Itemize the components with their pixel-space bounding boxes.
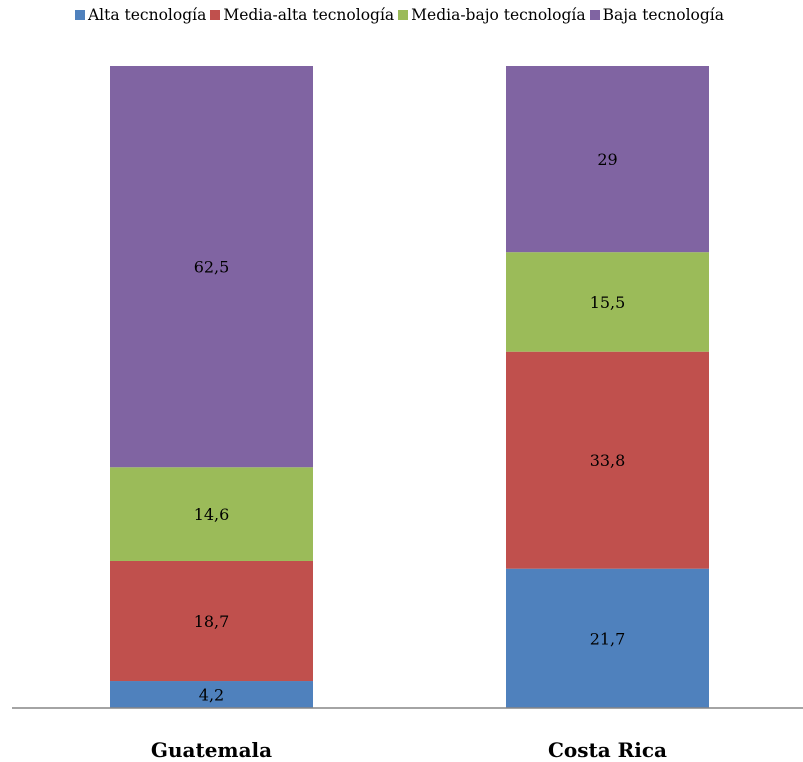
category-label-guatemala: Guatemala (151, 738, 272, 762)
legend-swatch (210, 10, 221, 20)
data-label-costa-rica-alta-tecnologia: 21,7 (590, 629, 626, 648)
bar-segment-costa-rica-media-bajo-tecnologia (506, 252, 709, 352)
data-label-guatemala-baja-tecnologia: 62,5 (194, 258, 230, 277)
legend-item-media-bajo-tecnologia: Media-bajo tecnología (398, 6, 586, 24)
bars-group (110, 66, 709, 708)
category-labels-group: Guatemala Costa Rica (151, 738, 667, 762)
legend-label: Media-bajo tecnología (411, 6, 586, 24)
category-label-costa-rica: Costa Rica (548, 738, 667, 762)
legend-label: Alta tecnología (87, 6, 207, 24)
legend: Alta tecnología Media-alta tecnología Medi… (0, 6, 803, 24)
bar-segment-costa-rica-alta-tecnologia (506, 568, 709, 708)
data-labels-group: 4,2 18,7 14,6 62,5 21,7 33,8 15,5 29 (194, 150, 626, 704)
data-label-guatemala-media-bajo-tecnologia: 14,6 (194, 505, 230, 524)
bar-segment-guatemala-media-bajo-tecnologia (110, 467, 313, 561)
data-label-costa-rica-baja-tecnologia: 29 (597, 150, 617, 169)
bar-segment-costa-rica-media-alta-tecnologia (506, 351, 709, 569)
data-label-guatemala-alta-tecnologia: 4,2 (199, 686, 224, 705)
legend-item-alta-tecnologia: Alta tecnología (74, 6, 207, 24)
bar-segment-guatemala-alta-tecnologia (110, 681, 313, 708)
legend-swatch (398, 10, 409, 20)
data-label-guatemala-media-alta-tecnologia: 18,7 (194, 612, 230, 631)
bar-segment-guatemala-media-alta-tecnologia (110, 560, 313, 682)
legend-label: Baja tecnología (602, 6, 725, 24)
data-label-costa-rica-media-alta-tecnologia: 33,8 (590, 451, 626, 470)
data-label-costa-rica-media-bajo-tecnologia: 15,5 (590, 293, 626, 312)
legend-label: Media-alta tecnología (223, 6, 395, 24)
legend-swatch (74, 10, 85, 20)
legend-item-baja-tecnologia: Baja tecnología (589, 6, 725, 24)
bar-segment-guatemala-baja-tecnologia (110, 66, 313, 468)
legend-item-media-alta-tecnologia: Media-alta tecnología (210, 6, 394, 24)
legend-swatch (589, 10, 600, 20)
bar-segment-costa-rica-baja-tecnologia (506, 66, 709, 253)
